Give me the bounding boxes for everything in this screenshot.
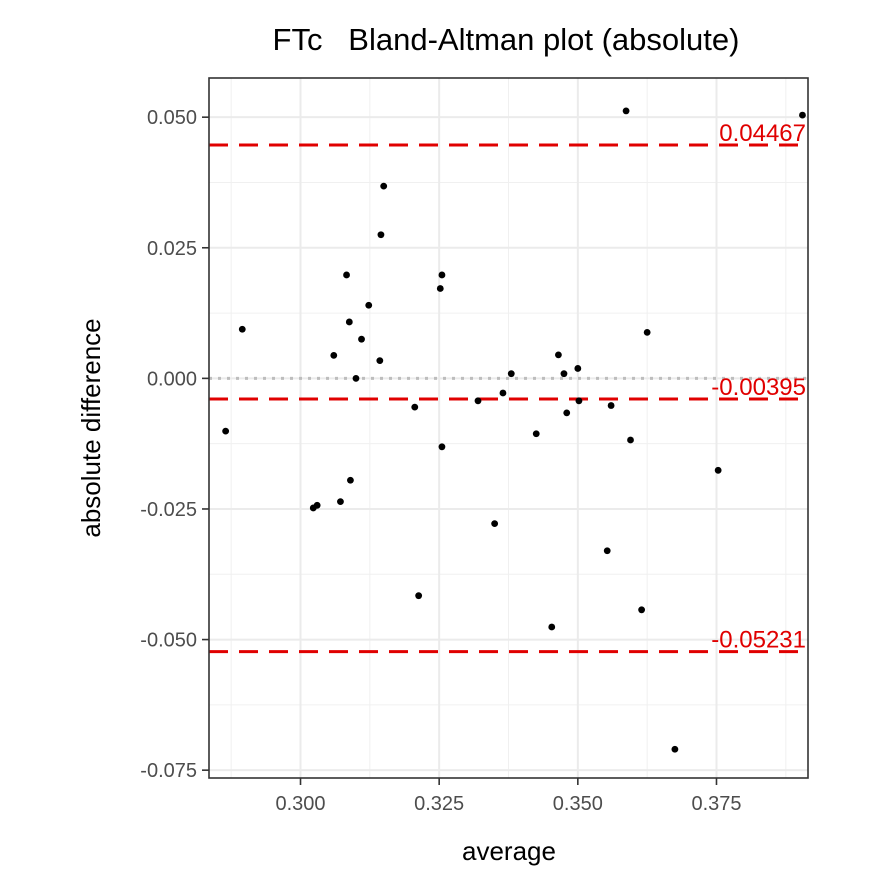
data-point bbox=[436, 285, 444, 292]
y-tick-label: 0.000 bbox=[147, 368, 197, 390]
data-point bbox=[352, 374, 360, 382]
chart-title: FTc Bland-Altman plot (absolute) bbox=[273, 22, 740, 57]
data-point bbox=[313, 501, 321, 509]
data-point bbox=[499, 389, 507, 397]
y-tick-label: 0.025 bbox=[147, 238, 197, 260]
data-point bbox=[491, 520, 499, 527]
data-point bbox=[603, 547, 611, 555]
reference-label: -0.00395 bbox=[711, 374, 806, 401]
data-point bbox=[474, 397, 482, 405]
reference-lines bbox=[209, 143, 808, 654]
x-tick-label: 0.350 bbox=[553, 793, 603, 815]
data-point bbox=[380, 182, 388, 190]
y-tick-label: -0.075 bbox=[140, 760, 197, 782]
data-point bbox=[643, 329, 651, 336]
data-point bbox=[358, 335, 365, 343]
data-point bbox=[574, 365, 582, 372]
data-point bbox=[345, 318, 353, 326]
x-tick-label: 0.325 bbox=[414, 793, 464, 815]
reference-label: 0.04467 bbox=[719, 120, 806, 147]
data-point bbox=[671, 745, 679, 753]
y-tick-label: -0.050 bbox=[140, 630, 197, 652]
data-point bbox=[555, 351, 562, 359]
y-axis-title: absolute difference bbox=[76, 318, 106, 537]
data-point bbox=[365, 301, 373, 309]
data-point bbox=[238, 325, 246, 333]
x-axis-ticks: 0.300 0.325 0.350 0.375 bbox=[275, 778, 742, 815]
data-point bbox=[799, 111, 806, 119]
data-point bbox=[563, 409, 571, 417]
data-point bbox=[343, 271, 350, 279]
y-tick-label: -0.025 bbox=[140, 499, 197, 521]
data-point bbox=[337, 498, 344, 506]
data-point bbox=[377, 231, 385, 239]
data-point bbox=[507, 370, 515, 378]
y-axis-ticks: 0.050 0.025 0.000 -0.025 -0.050 -0.075 bbox=[140, 107, 209, 782]
x-axis-title: average bbox=[462, 836, 556, 866]
data-point bbox=[622, 107, 630, 115]
data-point bbox=[438, 443, 446, 451]
data-point bbox=[560, 370, 568, 378]
data-point bbox=[415, 592, 423, 600]
data-point bbox=[532, 430, 540, 438]
x-tick-label: 0.375 bbox=[691, 793, 741, 815]
data-point bbox=[548, 623, 556, 631]
data-point bbox=[411, 403, 419, 411]
y-tick-label: 0.050 bbox=[147, 107, 197, 129]
data-point bbox=[347, 476, 354, 484]
data-point bbox=[376, 357, 384, 365]
reference-labels: 0.04467 -0.00395 -0.05231 bbox=[711, 120, 806, 654]
data-point bbox=[330, 351, 338, 359]
x-tick-label: 0.300 bbox=[275, 793, 325, 815]
data-point bbox=[714, 466, 722, 474]
data-point bbox=[638, 606, 646, 614]
minor-gridlines bbox=[209, 78, 808, 778]
data-point bbox=[222, 427, 230, 435]
panel-border bbox=[208, 77, 809, 779]
reference-label: -0.05231 bbox=[711, 627, 806, 654]
data-point bbox=[607, 402, 615, 409]
data-point bbox=[438, 271, 446, 279]
data-point bbox=[627, 436, 634, 444]
data-points bbox=[222, 107, 806, 753]
data-point bbox=[575, 397, 583, 405]
